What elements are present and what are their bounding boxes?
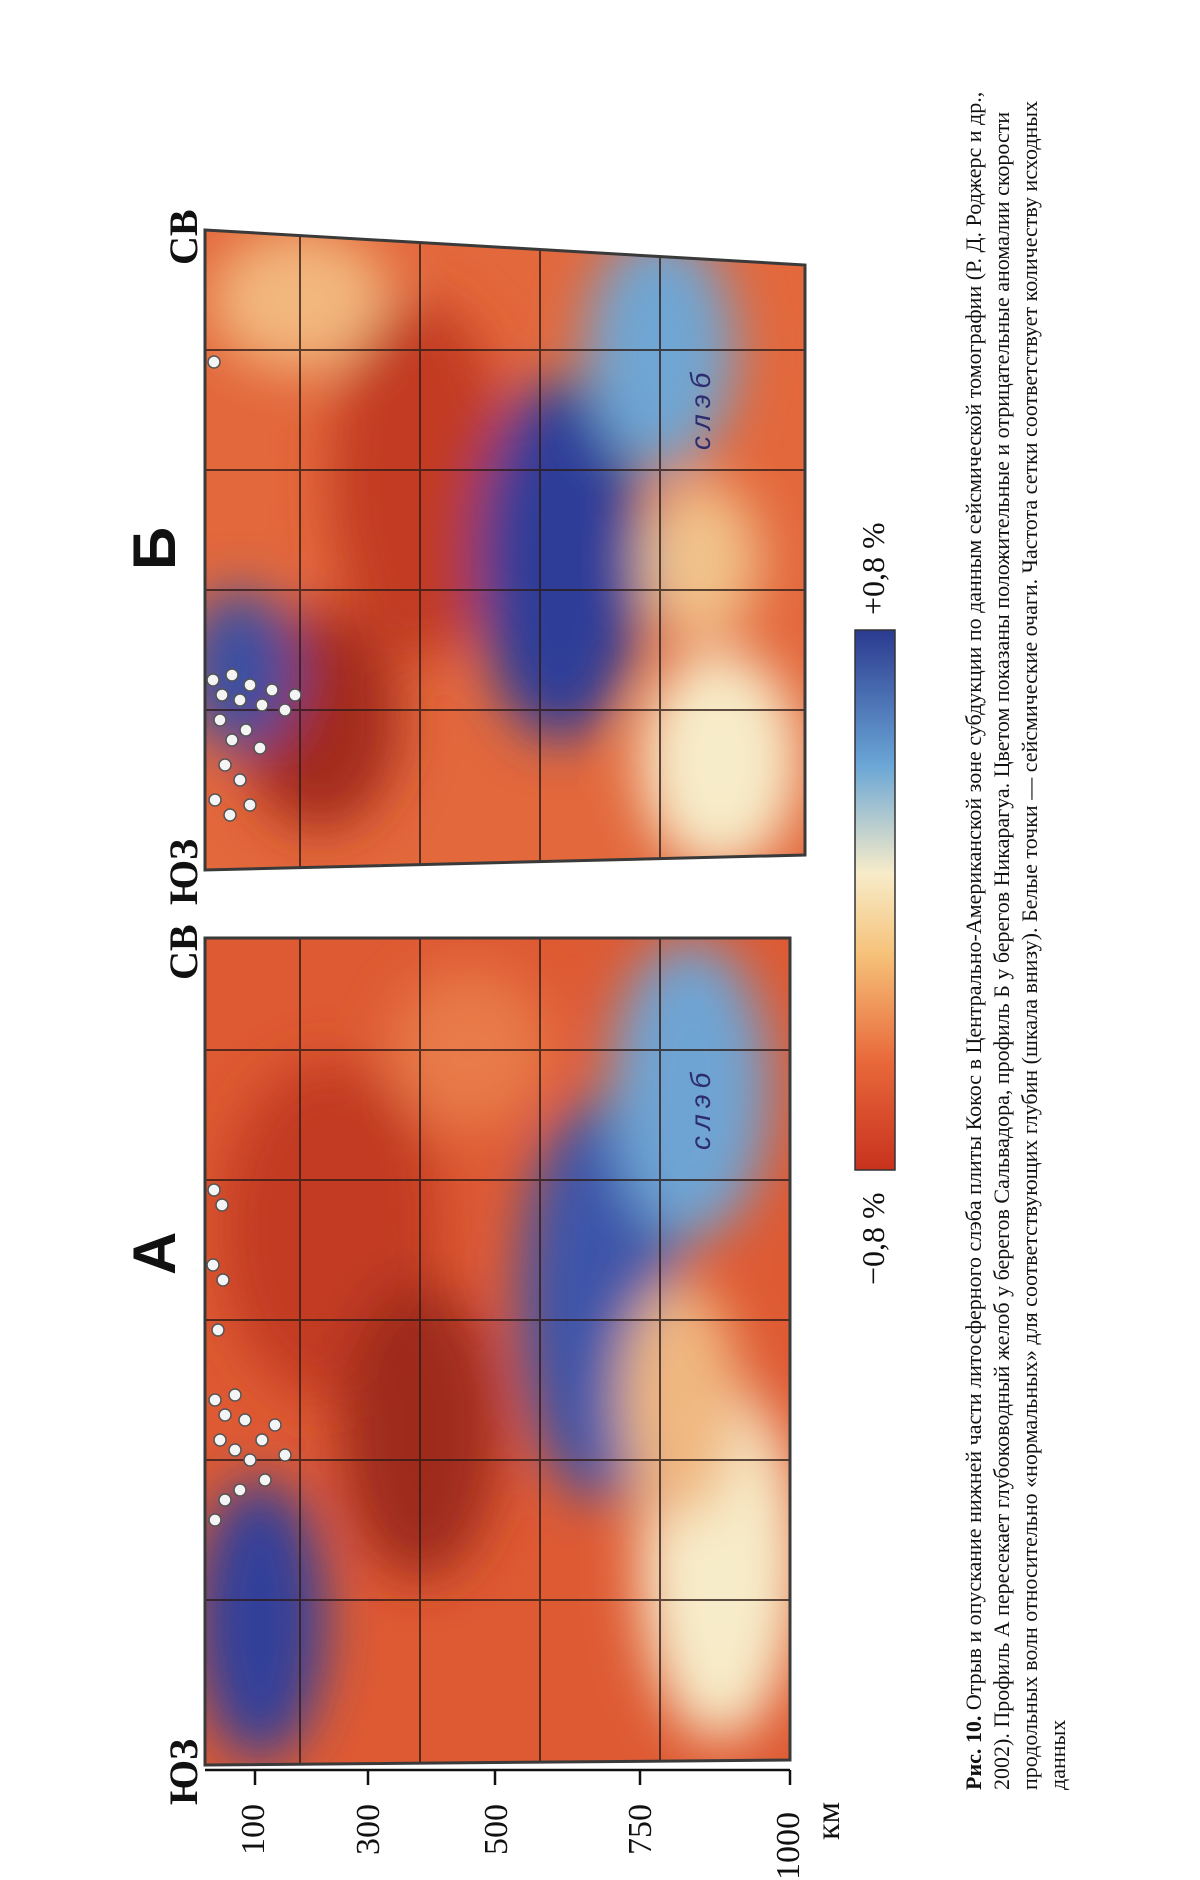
colorbar-max-label: +0,8 % <box>855 522 891 615</box>
slab-label-a: слэб <box>685 1066 716 1150</box>
depth-tick-500: 500 <box>478 1804 515 1855</box>
panel-a-sw-label: ЮЗ <box>161 1738 206 1805</box>
panel-b-label: Б <box>121 526 188 570</box>
figure-caption: Рис. 10. Отрыв и опускание нижней части … <box>960 90 1072 1790</box>
panel-b <box>203 228 807 872</box>
slab-label-b: слэб <box>685 366 716 450</box>
depth-axis <box>205 1768 792 1785</box>
panel-a-label: А <box>121 1231 188 1275</box>
panel-a-ne-label: СВ <box>161 924 206 980</box>
caption-text: Отрыв и опускание нижней части литосферн… <box>961 91 1070 1790</box>
colorbar <box>854 629 896 1171</box>
panel-b-ne-label: СВ <box>161 209 206 265</box>
depth-tick-1000: 1000 <box>770 1812 807 1880</box>
depth-tick-100: 100 <box>235 1804 272 1855</box>
panel-a <box>203 936 792 1767</box>
depth-unit: км <box>810 1801 847 1840</box>
panel-b-sw-label: ЮЗ <box>161 838 206 905</box>
colorbar-min-label: −0,8 % <box>855 1192 891 1285</box>
depth-tick-750: 750 <box>622 1804 659 1855</box>
depth-tick-300: 300 <box>350 1804 387 1855</box>
caption-fig-label: Рис. 10. <box>961 1715 986 1790</box>
